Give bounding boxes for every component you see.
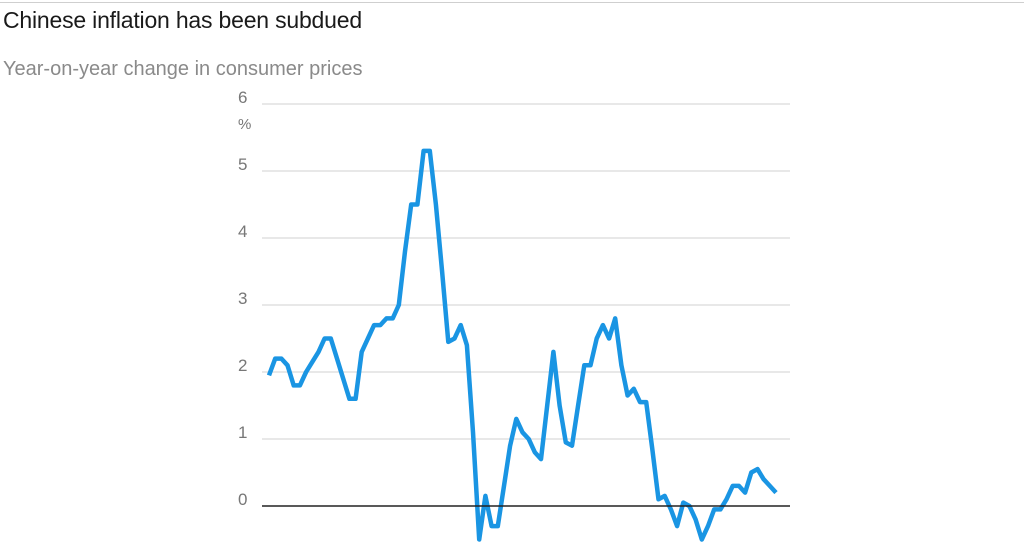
top-rule (0, 2, 1024, 3)
y-tick-label: 5 (238, 155, 247, 174)
y-unit-label: % (238, 116, 251, 133)
y-tick-label: 3 (238, 289, 247, 308)
grid-lines (262, 103, 790, 440)
y-tick-label: 4 (238, 222, 247, 241)
y-tick-label: 2 (238, 356, 247, 375)
y-tick-label: 0 (238, 490, 247, 509)
y-axis-labels: 0 1 2 3 4 5 6% (238, 88, 251, 509)
chart-subtitle: Year-on-year change in consumer prices (3, 58, 363, 80)
y-tick-label: 6 (238, 88, 247, 107)
series-line-0 (266, 148, 778, 542)
chart-title: Chinese inflation has been subdued (3, 7, 362, 33)
y-tick-label: 1 (238, 423, 247, 442)
series-layer (266, 148, 778, 542)
